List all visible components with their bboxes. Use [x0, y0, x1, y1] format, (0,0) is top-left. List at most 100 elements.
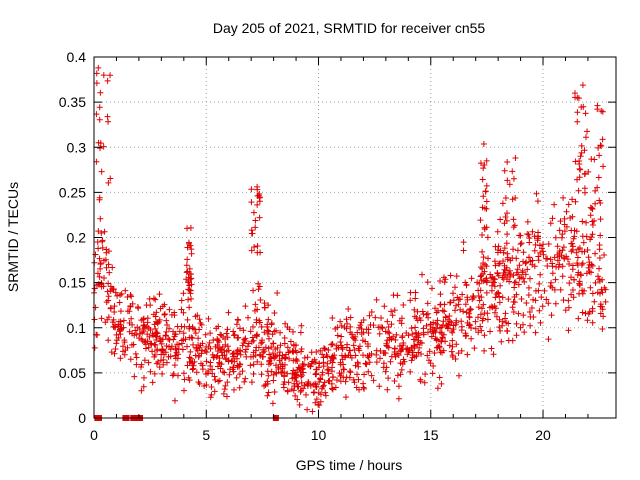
data-point [138, 387, 145, 394]
data-point [525, 231, 532, 238]
data-point [286, 355, 293, 362]
data-point [248, 379, 255, 386]
data-point [462, 301, 469, 308]
data-point [257, 249, 264, 256]
data-point [360, 352, 367, 359]
data-point [494, 289, 501, 296]
data-point [480, 165, 487, 172]
data-point [599, 136, 606, 143]
data-point [124, 344, 131, 351]
data-point [122, 287, 129, 294]
data-point [413, 353, 420, 360]
data-point [138, 361, 145, 368]
data-point [412, 289, 419, 296]
data-point [205, 368, 212, 375]
data-point [255, 286, 262, 293]
data-point [432, 320, 439, 327]
data-point [226, 371, 233, 378]
data-point [183, 262, 190, 269]
x-tick-label: 0 [90, 427, 98, 443]
data-point [277, 342, 284, 349]
data-point [320, 359, 327, 366]
data-point [131, 373, 138, 380]
data-point [101, 228, 108, 235]
data-point [197, 342, 204, 349]
data-point [243, 353, 250, 360]
data-point [140, 383, 147, 390]
data-point [559, 263, 566, 270]
data-point [479, 265, 486, 272]
data-point [584, 128, 591, 135]
data-point [491, 309, 498, 316]
data-point [270, 350, 277, 357]
data-point [242, 375, 249, 382]
data-point [596, 242, 603, 249]
data-point [391, 345, 398, 352]
data-point [414, 341, 421, 348]
data-point [589, 290, 596, 297]
data-point [184, 362, 191, 369]
data-point [561, 228, 568, 235]
data-point [144, 331, 151, 338]
data-point [381, 303, 388, 310]
data-point [547, 220, 554, 227]
data-point [231, 332, 238, 339]
data-point [362, 338, 369, 345]
data-point [316, 360, 323, 367]
data-point [113, 331, 120, 338]
data-point [264, 368, 271, 375]
data-point [151, 353, 158, 360]
data-point [488, 345, 495, 352]
data-point [169, 372, 176, 379]
data-point [579, 309, 586, 316]
data-point [329, 359, 336, 366]
data-point [376, 383, 383, 390]
data-point [222, 341, 229, 348]
data-point [571, 233, 578, 240]
data-point [501, 315, 508, 322]
data-point [114, 292, 121, 299]
data-point [500, 276, 507, 283]
data-point [417, 378, 424, 385]
data-point [491, 258, 498, 265]
data-point [230, 368, 237, 375]
data-point [457, 306, 464, 313]
data-point [179, 346, 186, 353]
data-point [553, 263, 560, 270]
data-point [163, 359, 170, 366]
data-point [186, 334, 193, 341]
data-point [153, 329, 160, 336]
data-point [95, 228, 102, 235]
data-point [544, 255, 551, 262]
data-point [107, 305, 114, 312]
data-point [552, 234, 559, 241]
data-point [119, 343, 126, 350]
data-point [221, 386, 228, 393]
data-point [275, 364, 282, 371]
data-point [104, 288, 111, 295]
data-point [570, 294, 577, 301]
data-point [176, 328, 183, 335]
data-point [598, 143, 605, 150]
data-point [317, 347, 324, 354]
data-point [324, 360, 331, 367]
data-point [438, 337, 445, 344]
data-point [381, 349, 388, 356]
data-point [198, 360, 205, 367]
data-point [587, 284, 594, 291]
data-point [264, 327, 271, 334]
data-point [454, 294, 461, 301]
data-point [538, 294, 545, 301]
data-point [342, 378, 349, 385]
data-point [324, 353, 331, 360]
data-point [224, 343, 231, 350]
data-point [384, 343, 391, 350]
data-point [340, 366, 347, 373]
data-point [365, 326, 372, 333]
data-point [165, 335, 172, 342]
data-point [574, 254, 581, 261]
data-point [329, 364, 336, 371]
data-point [574, 109, 581, 116]
data-point [337, 318, 344, 325]
data-point [197, 320, 204, 327]
